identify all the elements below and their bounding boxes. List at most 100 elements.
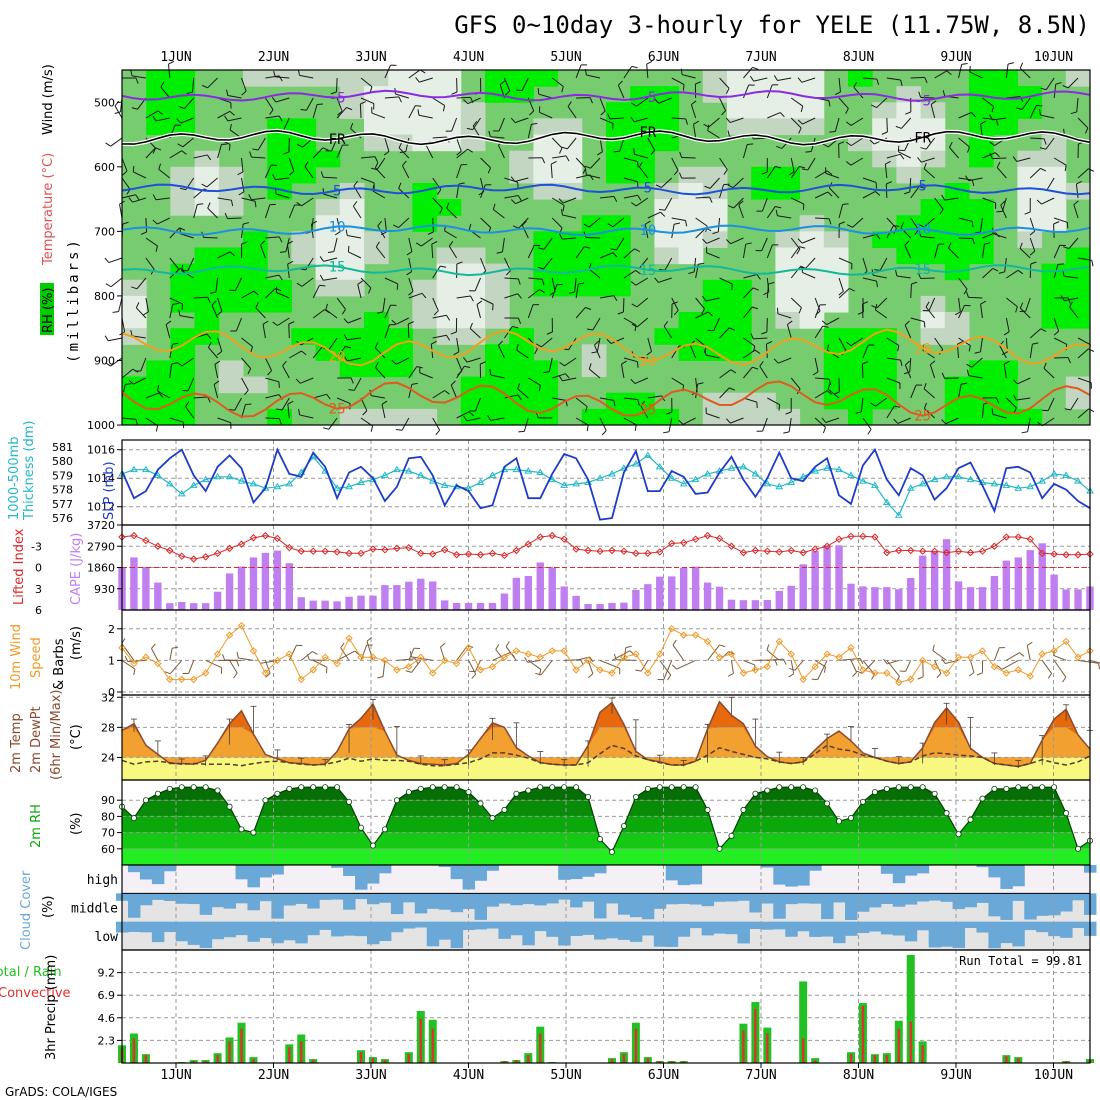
wind-barb-flag <box>1091 260 1094 267</box>
wind-barb <box>594 344 601 359</box>
wind-barb-flag <box>752 287 759 291</box>
cloud-level-label: high <box>87 873 118 888</box>
cloud-bar <box>665 921 679 947</box>
rh-field-cell <box>799 86 825 103</box>
wind-barb <box>923 168 935 179</box>
wind-barb-flag <box>236 660 240 667</box>
rh-marker <box>692 784 699 791</box>
wind-barb <box>860 397 864 412</box>
rh-field-cell <box>775 118 801 136</box>
wind-barb <box>706 237 720 244</box>
wind-barb <box>922 349 935 359</box>
rh-field-cell <box>170 118 196 136</box>
rh-field-cell <box>194 150 220 168</box>
wind-barb <box>255 307 266 319</box>
rh-field-cell <box>485 376 510 394</box>
rh-field-cell <box>969 102 994 119</box>
rh-marker <box>358 824 365 831</box>
contour-label: -5 <box>914 94 931 110</box>
wind-barb-flag <box>272 174 276 180</box>
rh-marker <box>991 785 998 792</box>
wind-barb <box>996 167 1007 179</box>
cloud-bar <box>259 865 272 878</box>
wind-barb <box>551 137 563 149</box>
wind-barb <box>705 297 720 302</box>
cloud-bar <box>737 921 750 944</box>
wind-barb <box>838 97 849 109</box>
rh-field-cell <box>460 247 486 265</box>
cloud-bar <box>546 893 559 904</box>
x-tick-label-top: 7JUN <box>745 50 776 65</box>
cape-bar <box>154 582 162 610</box>
wind-barb-flag <box>114 111 121 114</box>
rh-field-cell <box>654 86 680 103</box>
wind-barb <box>155 197 170 201</box>
wind-barb-flag <box>408 290 414 296</box>
wind-barb-flag <box>1024 211 1031 215</box>
cloud-bar <box>486 865 499 871</box>
wind-barb <box>493 209 505 219</box>
lifted-index-marker <box>895 546 903 555</box>
wind-barb <box>759 365 768 379</box>
wind-barb <box>375 367 386 379</box>
cloud-bar <box>402 893 416 903</box>
contour-label: 10 <box>329 219 346 235</box>
wind-speed-marker <box>154 659 162 668</box>
cloud-bar <box>151 921 165 943</box>
lifted-index-marker <box>859 532 867 541</box>
rh-field-cell <box>267 70 292 87</box>
wind-barb <box>1069 306 1079 319</box>
cape-bar <box>954 581 963 610</box>
cloud-bar <box>606 893 619 904</box>
wind-speed-marker <box>178 675 186 684</box>
rh-band <box>122 787 1090 801</box>
cloud-bar <box>617 921 631 940</box>
wind-barb-flag <box>538 385 541 392</box>
wind-barb <box>707 130 720 139</box>
rh-marker <box>871 789 878 796</box>
wind-barb-flag <box>207 296 211 303</box>
wind-barb-flag <box>278 418 282 425</box>
cloud-bar <box>689 921 703 929</box>
wind-barb <box>588 368 601 379</box>
wind-barb-flag <box>957 340 964 345</box>
wind-barb <box>181 270 194 279</box>
wind-barb-flag <box>881 131 888 135</box>
wind-barb <box>193 154 208 159</box>
rh-field-cell <box>267 295 292 313</box>
cape-bar <box>715 586 724 610</box>
wind-barb-flag <box>322 427 329 430</box>
wind-speed-marker <box>1014 666 1023 674</box>
wind-barb-flag <box>727 184 734 188</box>
lifted-index-marker <box>739 548 748 557</box>
wind-speed-marker <box>321 653 329 661</box>
wind-barb-flag <box>398 182 402 189</box>
wind-barb-flag <box>178 106 185 110</box>
wind-barb <box>299 414 314 419</box>
wind-barb-flag <box>155 425 159 432</box>
rh-marker <box>943 810 950 817</box>
lifted-index-marker <box>178 552 186 560</box>
wind-barb <box>376 157 386 170</box>
cloud-bar <box>749 921 762 929</box>
wind-barb <box>193 204 198 219</box>
wind-barb <box>168 64 171 79</box>
thickness-marker <box>357 478 365 485</box>
rh-field-cell <box>218 279 244 297</box>
wind-barb <box>377 225 386 239</box>
rh-field-cell <box>218 263 244 281</box>
wind-barb <box>827 388 840 399</box>
wind-barb-flag <box>730 369 737 374</box>
wind-barb-flag <box>941 419 947 425</box>
thickness-marker <box>572 479 581 487</box>
precip-convective-bar <box>658 1061 661 1063</box>
wind-barb <box>514 117 529 124</box>
rh-field-cell <box>485 392 510 410</box>
wind-barb <box>456 337 460 352</box>
cloud-bar <box>1012 893 1025 901</box>
wind-barb <box>599 195 614 199</box>
rh-field-cell <box>702 295 728 313</box>
rh-field-cell <box>267 182 292 200</box>
cloud-bar <box>665 893 679 905</box>
wind-barb-flag <box>416 242 422 247</box>
